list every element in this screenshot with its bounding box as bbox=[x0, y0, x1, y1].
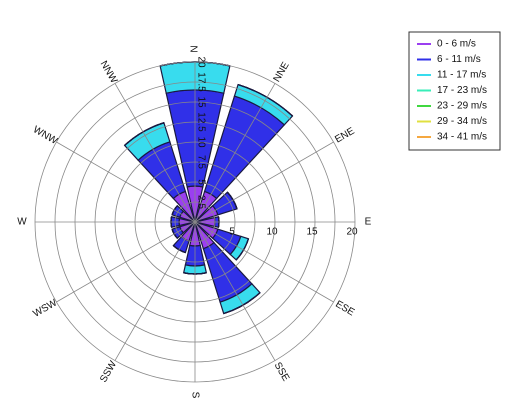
direction-label: W bbox=[17, 217, 27, 228]
direction-label: SSE bbox=[272, 360, 292, 383]
spoke bbox=[194, 221, 276, 361]
r-tick-label: 20 bbox=[195, 56, 206, 68]
legend-label: 29 - 34 m/s bbox=[437, 116, 487, 127]
spoke bbox=[194, 141, 334, 223]
direction-label: ESE bbox=[333, 299, 356, 319]
spoke bbox=[114, 221, 196, 361]
bar-segment bbox=[170, 216, 173, 228]
direction-label: S bbox=[189, 392, 200, 399]
direction-label: NNE bbox=[272, 60, 292, 84]
r-tick-label: 12.5 bbox=[195, 112, 206, 132]
legend-label: 17 - 23 m/s bbox=[437, 85, 487, 96]
direction-label: ENE bbox=[333, 126, 357, 146]
r-tick-label: 5 bbox=[195, 179, 206, 185]
direction-label: NNW bbox=[98, 59, 120, 86]
spoke bbox=[114, 83, 196, 223]
legend-label: 34 - 41 m/s bbox=[437, 132, 487, 143]
bar-segment bbox=[226, 191, 238, 210]
direction-label: SSW bbox=[98, 359, 119, 385]
spoke bbox=[56, 141, 196, 223]
legend-label: 6 - 11 m/s bbox=[437, 54, 481, 65]
legend-label: 11 - 17 m/s bbox=[437, 70, 486, 81]
spoke bbox=[194, 83, 276, 223]
bar-segment bbox=[217, 216, 220, 228]
r-tick-label: 20 bbox=[346, 227, 358, 238]
direction-label: WNW bbox=[31, 124, 60, 147]
direction-label: N bbox=[190, 45, 201, 52]
r-tick-label: 10 bbox=[266, 227, 278, 238]
r-tick-label: 10 bbox=[195, 136, 206, 148]
legend-label: 23 - 29 m/s bbox=[437, 101, 487, 112]
direction-label: WSW bbox=[31, 297, 59, 320]
r-tick-label: 7.5 bbox=[195, 155, 206, 169]
bar-segment bbox=[223, 292, 261, 315]
r-tick-label: 15 bbox=[306, 227, 318, 238]
bar-segment bbox=[237, 84, 293, 117]
r-tick-label: 15 bbox=[195, 96, 206, 108]
r-tick-label: 2.5 bbox=[195, 195, 206, 209]
spoke bbox=[194, 221, 334, 303]
spoke bbox=[56, 221, 196, 303]
r-tick-label: 17.5 bbox=[195, 72, 206, 92]
direction-label: E bbox=[365, 217, 372, 228]
legend-label: 0 - 6 m/s bbox=[437, 39, 476, 50]
bar-segment bbox=[183, 272, 207, 275]
r-tick-label: 5 bbox=[229, 227, 235, 238]
